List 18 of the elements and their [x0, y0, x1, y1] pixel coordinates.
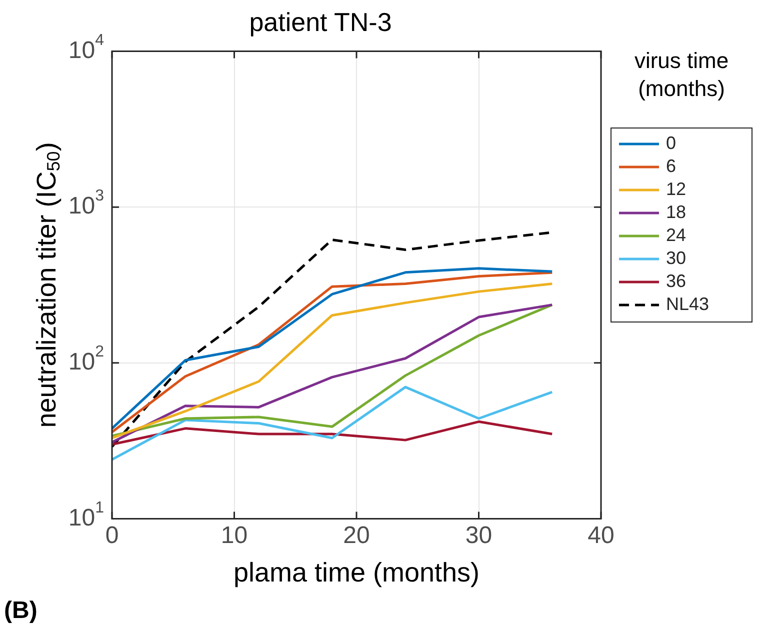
- x-tick-label: 20: [343, 522, 370, 549]
- legend-label: 36: [666, 270, 686, 291]
- legend-label: 30: [666, 248, 686, 268]
- legend-label: 0: [666, 132, 676, 153]
- text: (B): [4, 597, 38, 624]
- legend-label: NL43: [666, 294, 710, 314]
- chart-title: patient TN-3: [249, 6, 392, 37]
- legend-label: 12: [666, 178, 686, 199]
- x-tick-label: 0: [105, 522, 119, 549]
- legend-label: 6: [666, 156, 676, 176]
- x-axis-title: plama time (months): [233, 557, 480, 588]
- legend-title: virus time (months): [634, 48, 729, 102]
- y-axis-title: neutralization titer (IC50): [31, 142, 64, 428]
- legend-label: 18: [666, 202, 686, 222]
- x-tick-label: 30: [465, 522, 492, 549]
- legend-label: 24: [666, 224, 686, 245]
- x-tick-label: 40: [588, 522, 614, 549]
- x-tick-label: 10: [220, 522, 248, 549]
